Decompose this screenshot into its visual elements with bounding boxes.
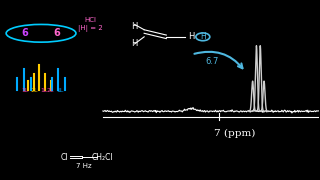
- Text: 6.7: 6.7: [206, 57, 219, 66]
- Text: H: H: [132, 22, 138, 31]
- FancyArrowPatch shape: [194, 52, 243, 68]
- Text: 6: 6: [22, 28, 28, 38]
- Text: H: H: [132, 39, 138, 48]
- Text: 7 (ppm): 7 (ppm): [214, 129, 255, 138]
- Text: H: H: [200, 32, 206, 41]
- Text: CH₂Cl: CH₂Cl: [92, 153, 114, 162]
- Text: 1L: 1L: [56, 87, 64, 93]
- Text: 6: 6: [53, 28, 60, 38]
- Text: HCl
|H| = 2: HCl |H| = 2: [78, 17, 103, 32]
- Text: 1L: 1L: [41, 87, 48, 93]
- Text: 7 Hz: 7 Hz: [76, 163, 92, 169]
- Text: 2L: 2L: [47, 87, 54, 93]
- Text: H: H: [188, 32, 195, 41]
- Text: Cl: Cl: [61, 153, 68, 162]
- Text: 2L: 2L: [31, 87, 38, 93]
- Text: 1L: 1L: [21, 87, 29, 93]
